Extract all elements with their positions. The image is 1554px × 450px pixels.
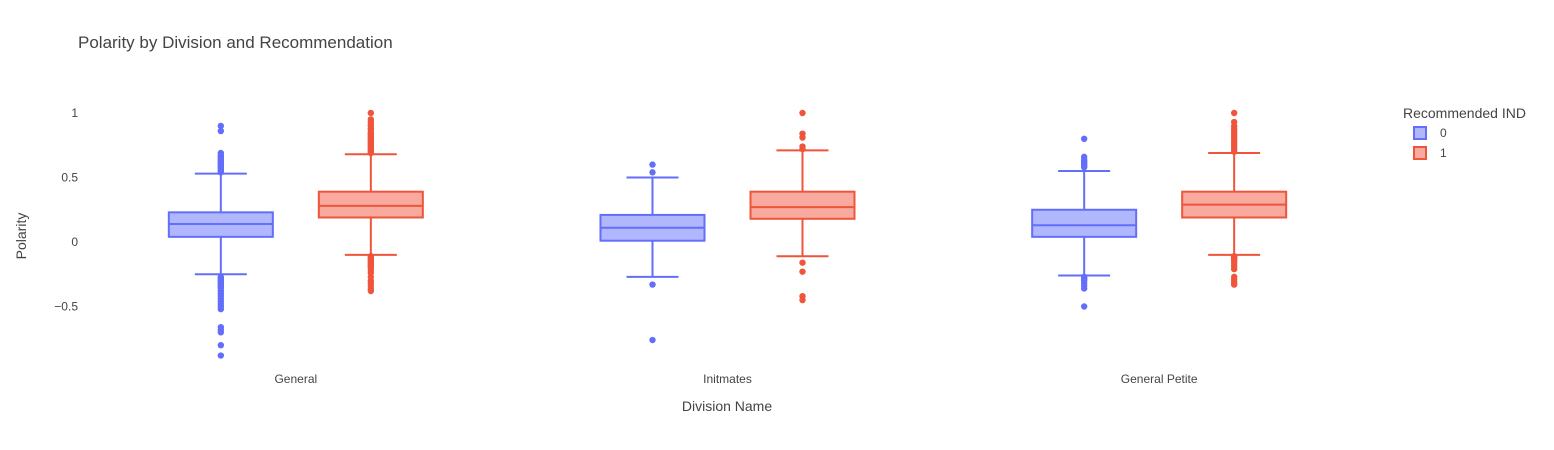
y-tick-label: −0.5 — [54, 300, 78, 314]
box-1-general — [319, 110, 423, 294]
legend-label: 1 — [1440, 146, 1447, 160]
outlier-point — [1231, 149, 1237, 155]
series-0 — [169, 123, 1136, 359]
outlier-point — [649, 281, 655, 287]
y-axis-title: Polarity — [13, 213, 29, 260]
y-tick-label: 0 — [71, 235, 78, 249]
legend-label: 0 — [1440, 126, 1447, 140]
x-axis: General Initmates General Petite — [274, 372, 1197, 386]
legend-item-1: 1 — [1414, 146, 1447, 160]
box-1-general-petite — [1182, 110, 1286, 288]
outlier-point — [1081, 303, 1087, 309]
plot-area — [169, 110, 1286, 359]
outlier-point — [368, 110, 374, 116]
x-tick-label: General Petite — [1121, 372, 1198, 386]
outlier-point — [218, 329, 224, 335]
outlier-point — [368, 288, 374, 294]
outlier-point — [1231, 281, 1237, 287]
box-0-initmates — [601, 161, 705, 343]
legend-item-0: 0 — [1414, 126, 1447, 140]
y-tick-label: 0.5 — [61, 171, 78, 185]
outlier-point — [649, 169, 655, 175]
outlier-point — [1231, 266, 1237, 272]
outlier-point — [649, 161, 655, 167]
legend-swatch — [1414, 147, 1426, 159]
outlier-point — [1081, 136, 1087, 142]
outlier-point — [649, 337, 655, 343]
x-axis-title: Division Name — [682, 398, 772, 414]
outlier-point — [1231, 110, 1237, 116]
box-0-general-petite — [1032, 136, 1136, 310]
legend-title: Recommended IND — [1403, 105, 1526, 121]
iqr-box — [751, 192, 855, 219]
x-tick-label: General — [274, 372, 317, 386]
outlier-point — [218, 342, 224, 348]
outlier-point — [218, 352, 224, 358]
legend-swatch — [1414, 127, 1426, 139]
outlier-point — [799, 297, 805, 303]
iqr-box — [1032, 210, 1136, 237]
series-1 — [319, 110, 1286, 303]
box-1-initmates — [751, 110, 855, 303]
outlier-point — [799, 134, 805, 140]
x-tick-label: Initmates — [703, 372, 752, 386]
y-tick-label: 1 — [71, 106, 78, 120]
outlier-point — [218, 306, 224, 312]
outlier-point — [799, 268, 805, 274]
outlier-point — [1081, 285, 1087, 291]
y-axis: 1 0.5 0 −0.5 — [54, 106, 78, 314]
outlier-point — [218, 128, 224, 134]
outlier-point — [799, 259, 805, 265]
outlier-point — [368, 150, 374, 156]
box-0-general — [169, 123, 273, 359]
iqr-box — [319, 192, 423, 218]
legend: Recommended IND 0 1 — [1403, 105, 1526, 160]
outlier-point — [1081, 164, 1087, 170]
outlier-point — [799, 110, 805, 116]
outlier-point — [799, 146, 805, 152]
outlier-point — [218, 169, 224, 175]
